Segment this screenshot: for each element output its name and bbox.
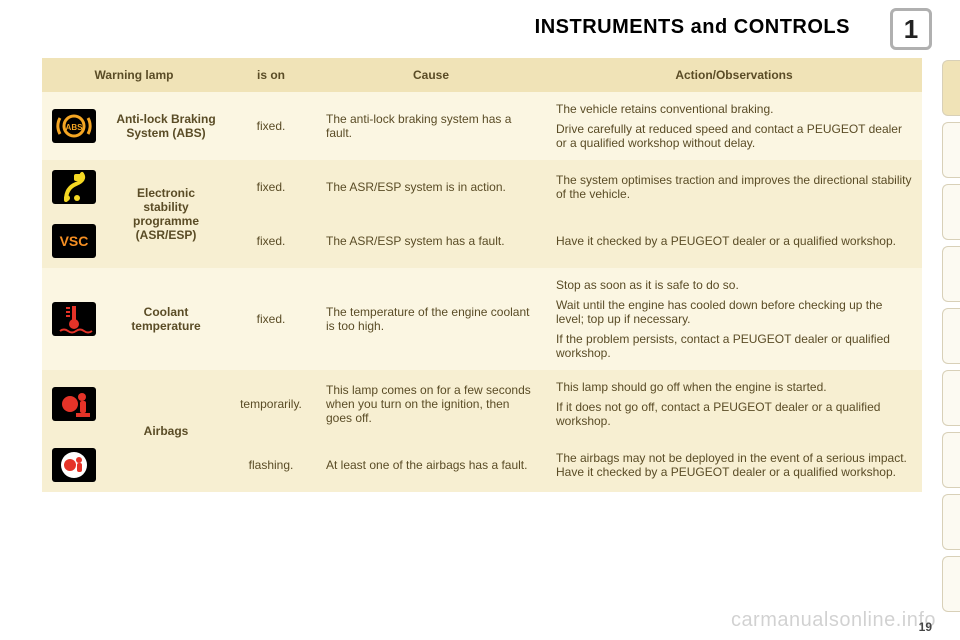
- action-text: Have it checked by a PEUGEOT dealer or a…: [546, 214, 922, 268]
- is-on-value: fixed.: [226, 268, 316, 370]
- right-tab-strip: [942, 60, 960, 612]
- action-paragraph: The airbags may not be deployed in the e…: [556, 451, 912, 479]
- action-text: Stop as soon as it is safe to do so. Wait…: [546, 268, 922, 370]
- action-paragraph: The vehicle retains conventional braking…: [556, 102, 912, 116]
- table-header-row: Warning lamp is on Cause Action/Observat…: [42, 58, 922, 92]
- airbag_flash-icon: [52, 448, 96, 482]
- action-paragraph: If the problem persists, contact a PEUGE…: [556, 332, 912, 360]
- warning-lamp-name: Electronic stability programme (ASR/ESP): [106, 160, 226, 268]
- right-tab[interactable]: [942, 494, 960, 550]
- cause-text: This lamp comes on for a few seconds whe…: [316, 370, 546, 438]
- right-tab[interactable]: [942, 122, 960, 178]
- right-tab[interactable]: [942, 184, 960, 240]
- action-text: This lamp should go off when the engine …: [546, 370, 922, 438]
- is-on-value: fixed.: [226, 92, 316, 160]
- warning-lamp-icon-cell: ABS: [42, 92, 106, 160]
- action-paragraph: Stop as soon as it is safe to do so.: [556, 278, 912, 292]
- cause-text: At least one of the airbags has a fault.: [316, 438, 546, 492]
- col-is-on: is on: [226, 58, 316, 92]
- is-on-value: fixed.: [226, 214, 316, 268]
- is-on-value: temporarily.: [226, 370, 316, 438]
- warning-lamp-name: Airbags: [106, 370, 226, 492]
- is-on-value: fixed.: [226, 160, 316, 214]
- right-tab[interactable]: [942, 556, 960, 612]
- warning-lamp-table: Warning lamp is on Cause Action/Observat…: [42, 58, 922, 492]
- cause-text: The anti-lock braking system has a fault…: [316, 92, 546, 160]
- right-tab[interactable]: [942, 308, 960, 364]
- watermark: carmanualsonline.info: [731, 609, 936, 632]
- action-text: The vehicle retains conventional braking…: [546, 92, 922, 160]
- esp_action-icon: [52, 170, 96, 204]
- col-warning-lamp: Warning lamp: [42, 58, 226, 92]
- action-text: The airbags may not be deployed in the e…: [546, 438, 922, 492]
- right-tab[interactable]: [942, 432, 960, 488]
- cause-text: The ASR/ESP system is in action.: [316, 160, 546, 214]
- table-row: Coolant temperaturefixed.The temperature…: [42, 268, 922, 370]
- warning-lamp-icon-cell: [42, 160, 106, 214]
- action-paragraph: This lamp should go off when the engine …: [556, 380, 912, 394]
- section-number-badge: 1: [890, 8, 932, 50]
- abs-icon: ABS: [52, 109, 96, 143]
- svg-text:VSC: VSC: [60, 233, 89, 249]
- cause-text: The temperature of the engine coolant is…: [316, 268, 546, 370]
- cause-text: The ASR/ESP system has a fault.: [316, 214, 546, 268]
- action-paragraph: If it does not go off, contact a PEUGEOT…: [556, 400, 912, 428]
- airbag_temp-icon: [52, 387, 96, 421]
- right-tab[interactable]: [942, 246, 960, 302]
- right-tab[interactable]: [942, 60, 960, 116]
- col-action: Action/Observations: [546, 58, 922, 92]
- action-paragraph: Have it checked by a PEUGEOT dealer or a…: [556, 234, 912, 248]
- warning-lamp-name: Coolant temperature: [106, 268, 226, 370]
- warning-lamp-icon-cell: VSC: [42, 214, 106, 268]
- action-text: The system optimises traction and improv…: [546, 160, 922, 214]
- table-row: Electronic stability programme (ASR/ESP)…: [42, 160, 922, 214]
- table-row: ABSAnti-lock Braking System (ABS)fixed.T…: [42, 92, 922, 160]
- page-number: 19: [919, 620, 932, 634]
- table-row: Airbagstemporarily.This lamp comes on fo…: [42, 370, 922, 438]
- vsc-icon: VSC: [52, 224, 96, 258]
- warning-lamp-name: Anti-lock Braking System (ABS): [106, 92, 226, 160]
- col-cause: Cause: [316, 58, 546, 92]
- warning-lamp-icon-cell: [42, 438, 106, 492]
- action-paragraph: Drive carefully at reduced speed and con…: [556, 122, 912, 150]
- page-title: INSTRUMENTS and CONTROLS: [535, 16, 850, 39]
- is-on-value: flashing.: [226, 438, 316, 492]
- svg-text:ABS: ABS: [66, 123, 84, 132]
- coolant-icon: [52, 302, 96, 336]
- warning-lamp-icon-cell: [42, 268, 106, 370]
- warning-lamp-icon-cell: [42, 370, 106, 438]
- right-tab[interactable]: [942, 370, 960, 426]
- action-paragraph: The system optimises traction and improv…: [556, 173, 912, 201]
- action-paragraph: Wait until the engine has cooled down be…: [556, 298, 912, 326]
